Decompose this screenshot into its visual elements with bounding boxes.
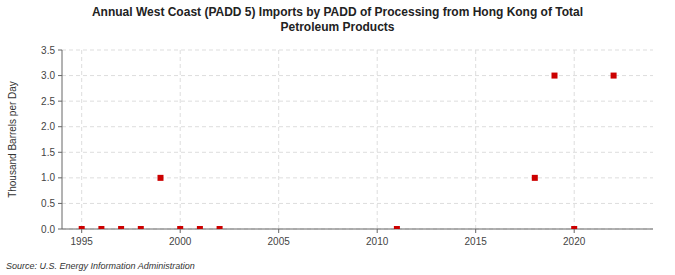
y-axis-line bbox=[62, 50, 63, 229]
point bbox=[177, 226, 183, 229]
point bbox=[394, 226, 400, 229]
point bbox=[532, 175, 538, 181]
y-grid-line bbox=[62, 101, 653, 102]
chart-container: Annual West Coast (PADD 5) Imports by PA… bbox=[0, 0, 675, 275]
chart-svg: Annual West Coast (PADD 5) Imports by PA… bbox=[0, 0, 675, 275]
y-tick-label: 0.5 bbox=[41, 198, 55, 209]
y-grid-line bbox=[62, 75, 653, 76]
points bbox=[79, 73, 617, 229]
x-tick bbox=[180, 229, 181, 233]
x-tick-label: 2010 bbox=[366, 236, 389, 247]
y-tick bbox=[58, 177, 62, 178]
point bbox=[79, 226, 85, 229]
y-tick-label: 3.5 bbox=[41, 45, 55, 56]
axes: 0.0 0.5 1.0 1.5 2.0 2.5 3.0 3.5 1995 2000 2005 2010… bbox=[41, 45, 653, 248]
x-grid-line bbox=[180, 50, 181, 229]
title-line: Petroleum Products bbox=[280, 20, 394, 34]
y-grid-line bbox=[62, 126, 653, 127]
y-tick-label: 3.0 bbox=[41, 70, 55, 81]
title: Annual West Coast (PADD 5) Imports by PA… bbox=[92, 5, 583, 34]
x-grid-line bbox=[377, 50, 378, 229]
y-tick-label: 1.5 bbox=[41, 147, 55, 158]
y-grid-line bbox=[62, 203, 653, 204]
y-tick bbox=[58, 203, 62, 204]
y-tick bbox=[58, 126, 62, 127]
grid bbox=[62, 50, 653, 229]
y-grid-line bbox=[62, 229, 653, 230]
title-line: Annual West Coast (PADD 5) Imports by PA… bbox=[92, 5, 583, 19]
x-tick bbox=[475, 229, 476, 233]
x-tick bbox=[81, 229, 82, 233]
x-grid-line bbox=[475, 50, 476, 229]
y-grid-line bbox=[62, 152, 653, 153]
y-grid-line bbox=[62, 177, 653, 178]
x-tick-label: 2020 bbox=[563, 236, 586, 247]
x-tick bbox=[278, 229, 279, 233]
x-tick-label: 2005 bbox=[268, 236, 291, 247]
y-tick bbox=[58, 101, 62, 102]
point bbox=[118, 226, 124, 229]
y-tick bbox=[58, 50, 62, 51]
point bbox=[611, 73, 617, 79]
x-grid-line bbox=[574, 50, 575, 229]
x-grid-line bbox=[81, 50, 82, 229]
y-tick-label: 2.5 bbox=[41, 96, 55, 107]
x-tick-label: 1995 bbox=[71, 236, 94, 247]
y-grid-line bbox=[62, 50, 653, 51]
y-tick bbox=[58, 75, 62, 76]
point bbox=[138, 226, 144, 229]
x-axis-line bbox=[62, 229, 653, 230]
y-tick-label: 0.0 bbox=[41, 224, 55, 235]
x-tick bbox=[377, 229, 378, 233]
y-tick bbox=[58, 229, 62, 230]
x-tick-label: 2015 bbox=[465, 236, 488, 247]
x-grid-line bbox=[278, 50, 279, 229]
source-note: Source: U.S. Energy Information Administ… bbox=[6, 261, 195, 271]
x-tick-label: 2000 bbox=[169, 236, 192, 247]
point bbox=[217, 226, 223, 229]
y-tick bbox=[58, 152, 62, 153]
x-tick bbox=[574, 229, 575, 233]
point bbox=[552, 73, 558, 79]
y-tick-label: 2.0 bbox=[41, 121, 55, 132]
y-axis-label: Thousand Barrels per Day bbox=[7, 81, 18, 198]
point bbox=[571, 226, 577, 229]
y-tick-label: 1.0 bbox=[41, 172, 55, 183]
point bbox=[158, 175, 164, 181]
point bbox=[98, 226, 104, 229]
point bbox=[197, 226, 203, 229]
